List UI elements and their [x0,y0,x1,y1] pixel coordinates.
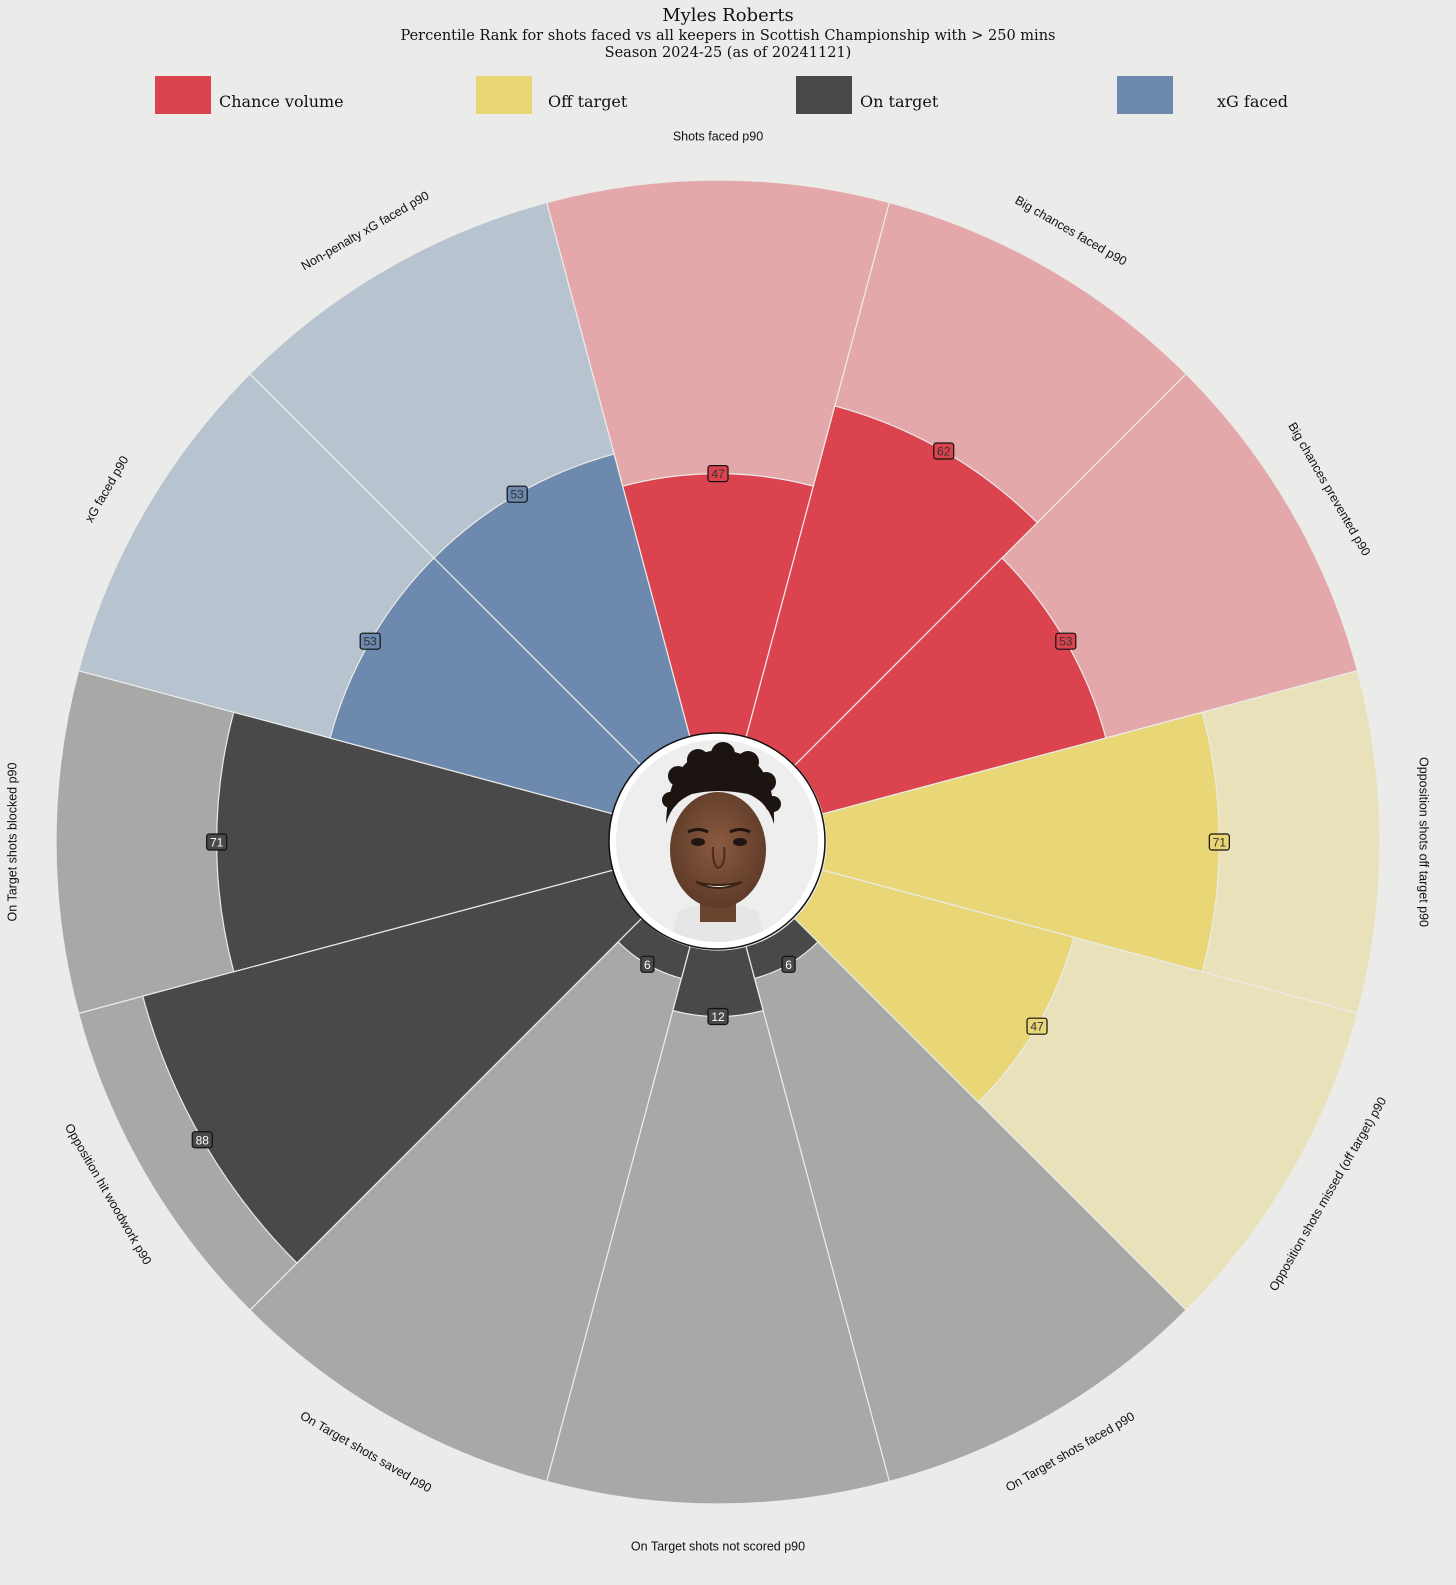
value-label-on-target-shots-not-scored-p90: 12 [707,1007,729,1026]
legend-swatch-off-target [476,76,532,114]
svg-text:6: 6 [785,958,792,972]
bar-opposition-shots-missed-off-target-p90 [793,869,1075,1104]
value-label-xg-faced-p90: 53 [359,632,381,650]
svg-text:6: 6 [644,958,651,972]
svg-text:71: 71 [210,836,224,850]
legend-label-chance-volume: Chance volume [219,92,344,111]
value-label-opposition-shots-missed-off-target-p90: 47 [1026,1017,1048,1035]
legend-swatch-chance-volume [155,76,211,114]
legend: Chance volume Off target On target xG fa… [0,76,1456,116]
svg-text:53: 53 [511,488,525,502]
category-label-on-target-shots-blocked-p90: On Target shots blocked p90 [5,763,19,922]
value-label-on-target-shots-faced-p90: 6 [781,955,796,973]
player-photo-icon [608,732,826,950]
svg-text:47: 47 [1030,1020,1044,1034]
svg-text:88: 88 [196,1133,210,1147]
value-labels: 47 62 53 71 47 6 12 6 88 71 53 53 [191,442,1230,1149]
svg-text:53: 53 [364,635,378,649]
svg-text:12: 12 [711,1010,725,1024]
category-label-xg-faced-p90: xG faced p90 [82,453,131,524]
value-label-on-target-shots-saved-p90: 6 [640,955,655,973]
svg-text:71: 71 [1213,836,1227,850]
category-label-on-target-shots-not-scored-p90: On Target shots not scored p90 [631,1539,805,1553]
category-label-opposition-shots-off-target-p90: Opposition shots off target p90 [1417,757,1431,927]
category-label-big-chances-faced-p90: Big chances faced p90 [1013,193,1130,268]
value-label-shots-faced-p90: 47 [707,465,729,483]
chart-subtitle: Percentile Rank for shots faced vs all k… [400,28,1056,44]
legend-swatch-xg-faced [1117,76,1173,114]
svg-text:53: 53 [1059,635,1073,649]
bar-on-target-shots-not-scored-p90 [672,945,764,1018]
value-label-on-target-shots-blocked-p90: 71 [206,833,228,851]
value-bars [142,405,1220,1264]
legend-label-off-target: Off target [548,92,628,111]
value-label-big-chances-prevented-p90: 53 [1055,632,1077,650]
value-label-opposition-shots-off-target-p90: 71 [1208,833,1230,851]
svg-text:47: 47 [711,467,725,481]
value-label-big-chances-faced-p90: 62 [933,442,955,460]
value-label-opposition-hit-woodwork-p90: 88 [191,1131,213,1149]
value-label-non-penalty-xg-faced-p90: 53 [506,485,528,503]
chart-title: Myles Roberts [662,5,794,26]
legend-label-xg-faced: xG faced [1217,92,1289,111]
svg-text:62: 62 [937,445,951,459]
category-label-shots-faced-p90: Shots faced p90 [673,129,763,143]
chart-season: Season 2024-25 (as of 20241121) [604,45,852,61]
legend-label-on-target: On target [860,92,939,111]
bar-opposition-shots-off-target-p90 [821,711,1220,973]
legend-swatch-on-target [796,76,852,114]
